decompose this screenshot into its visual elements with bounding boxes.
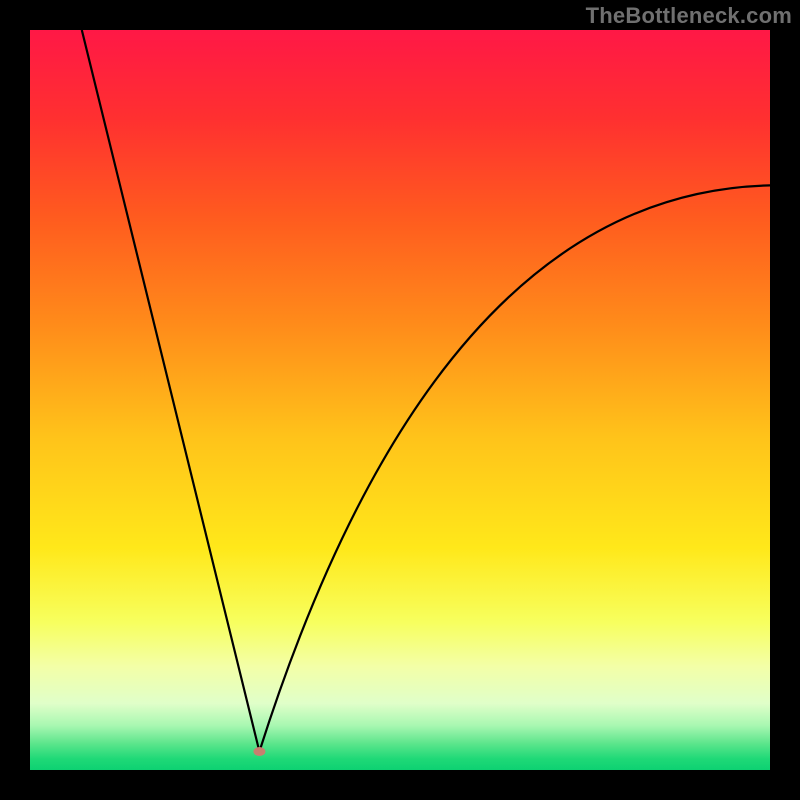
bottleneck-plot — [30, 30, 770, 770]
chart-frame: TheBottleneck.com — [0, 0, 800, 800]
plot-background — [30, 30, 770, 770]
optimum-marker — [253, 747, 265, 756]
watermark-text: TheBottleneck.com — [586, 3, 792, 29]
